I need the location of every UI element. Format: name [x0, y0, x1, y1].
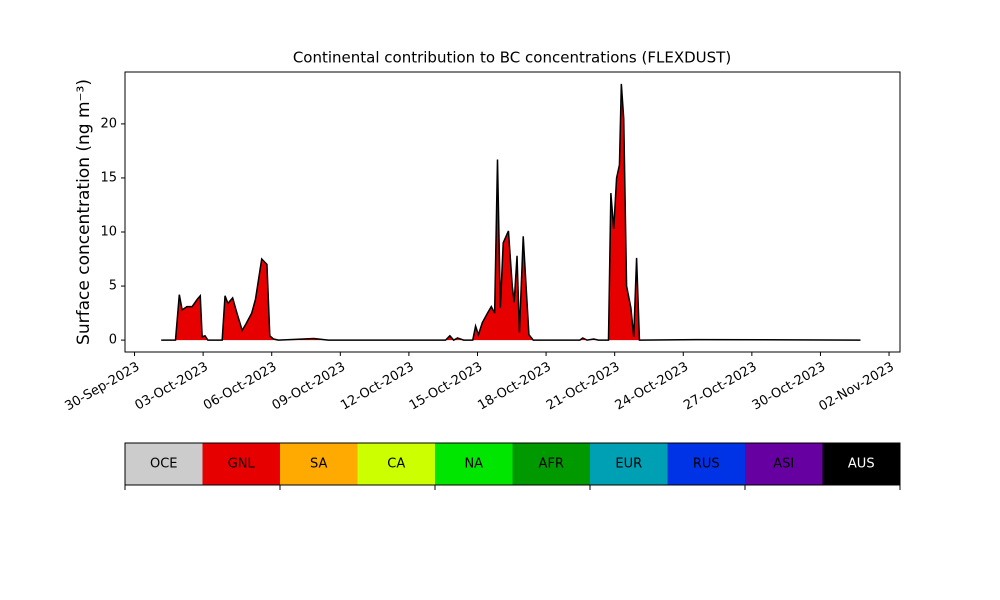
colorbar-label: AUS — [848, 457, 875, 472]
chart-title: Continental contribution to BC concentra… — [293, 49, 731, 67]
colorbar-swatch — [202, 443, 280, 485]
colorbar-label: OCE — [150, 457, 178, 472]
y-tick-label: 10 — [100, 225, 117, 240]
colorbar-swatch — [822, 443, 900, 485]
colorbar-swatch — [667, 443, 745, 485]
colorbar-swatch — [435, 443, 513, 485]
colorbar-label: RUS — [693, 457, 720, 472]
colorbar-swatch — [125, 443, 203, 485]
y-axis-label: Surface concentration (ng m⁻³) — [74, 79, 94, 345]
colorbar-label: GNL — [228, 457, 256, 472]
y-tick-label: 0 — [109, 333, 117, 348]
line — [161, 83, 861, 342]
plot-frame — [124, 71, 901, 353]
colorbar-swatch — [280, 443, 358, 485]
colorbar-label: AFR — [539, 457, 564, 472]
colorbar-swatch — [590, 443, 668, 485]
colorbar-swatch — [357, 443, 435, 485]
y-tick-label: 5 — [109, 279, 117, 294]
colorbar-swatch — [512, 443, 590, 485]
y-tick-label: 15 — [100, 170, 117, 185]
colorbar-label: CA — [387, 457, 405, 472]
colorbar-swatch — [745, 443, 823, 485]
colorbar-label: SA — [310, 457, 327, 472]
colorbar-frame — [124, 442, 901, 486]
colorbar-label: ASI — [773, 457, 794, 472]
colorbar-label: NA — [464, 457, 483, 472]
colorbar-label: EUR — [615, 457, 642, 472]
area — [161, 83, 861, 341]
y-tick-label: 20 — [100, 116, 117, 131]
